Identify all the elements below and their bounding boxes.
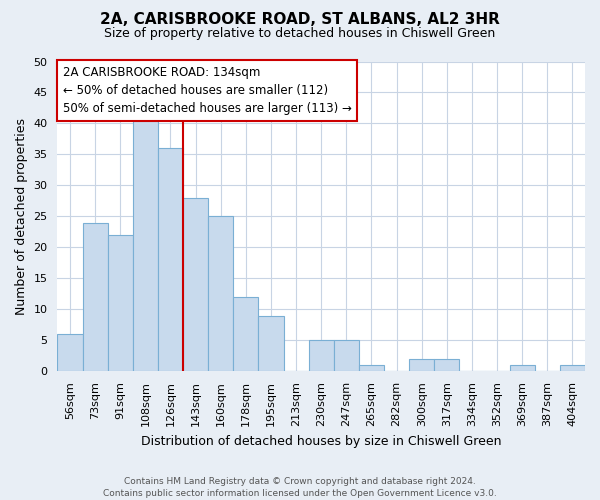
Bar (560, 365, 585, 372)
Text: Contains HM Land Registry data © Crown copyright and database right 2024.
Contai: Contains HM Land Registry data © Crown c… (103, 476, 497, 498)
Bar (158, 148, 183, 372)
Bar (259, 316, 284, 372)
Bar (509, 365, 535, 372)
Bar (83, 222, 107, 372)
Bar (334, 340, 359, 372)
Bar (359, 365, 384, 372)
Bar (58, 334, 83, 372)
Bar (233, 297, 259, 372)
Y-axis label: Number of detached properties: Number of detached properties (15, 118, 28, 315)
Bar (434, 359, 460, 372)
Text: 2A, CARISBROOKE ROAD, ST ALBANS, AL2 3HR: 2A, CARISBROOKE ROAD, ST ALBANS, AL2 3HR (100, 12, 500, 28)
Bar (183, 198, 208, 372)
X-axis label: Distribution of detached houses by size in Chiswell Green: Distribution of detached houses by size … (141, 434, 502, 448)
Bar (409, 359, 434, 372)
Text: 2A CARISBROOKE ROAD: 134sqm
← 50% of detached houses are smaller (112)
50% of se: 2A CARISBROOKE ROAD: 134sqm ← 50% of det… (62, 66, 352, 115)
Text: Size of property relative to detached houses in Chiswell Green: Size of property relative to detached ho… (104, 28, 496, 40)
Bar (107, 235, 133, 372)
Bar (133, 111, 158, 372)
Bar (208, 216, 233, 372)
Bar (308, 340, 334, 372)
